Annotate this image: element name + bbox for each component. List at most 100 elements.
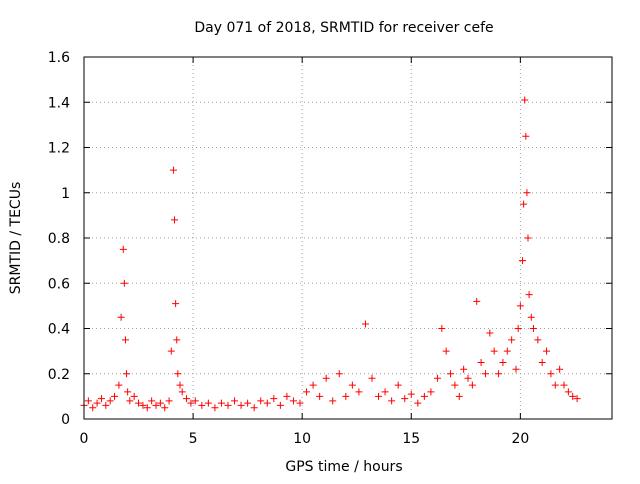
data-point [521, 96, 529, 104]
data-point [191, 397, 199, 405]
data-point [538, 358, 546, 366]
data-point [224, 401, 232, 409]
data-point [250, 404, 258, 412]
y-tick-label: 1.6 [48, 50, 70, 66]
grid-lines [84, 57, 612, 419]
data-point [217, 399, 225, 407]
data-point [124, 388, 132, 396]
data-point [477, 358, 485, 366]
data-point [420, 392, 428, 400]
data-point [464, 374, 472, 382]
data-point [522, 132, 530, 140]
chart-title: Day 071 of 2018, SRMTID for receiver cef… [194, 20, 493, 36]
data-point [503, 347, 511, 355]
data-point [547, 370, 555, 378]
data-point [414, 399, 422, 407]
data-point [447, 370, 455, 378]
data-point [514, 325, 522, 332]
data-point [486, 329, 494, 337]
data-point [183, 395, 191, 403]
data-point [121, 336, 129, 344]
data-point [148, 397, 156, 405]
data-point [381, 388, 389, 396]
x-tick-label: 10 [293, 431, 311, 447]
data-point [106, 397, 114, 405]
data-point [176, 381, 184, 389]
data-point [442, 347, 450, 355]
tick-labels: 0 5 10 15 20 0 0.2 0.4 0.6 0.8 1 1.2 1.4 1.6 [48, 50, 530, 447]
data-point [130, 392, 138, 400]
data-point [527, 313, 535, 321]
data-point [468, 381, 476, 389]
data-point [335, 370, 343, 378]
data-point [481, 370, 489, 378]
data-point [89, 404, 97, 412]
data-point [97, 395, 105, 403]
y-tick-label: 0.6 [48, 276, 70, 292]
data-point [161, 404, 169, 412]
data-point [169, 166, 177, 174]
data-point [495, 370, 503, 378]
y-tick-label: 0.2 [48, 367, 70, 383]
data-point [560, 381, 568, 389]
data-point [394, 381, 402, 389]
data-point [152, 401, 160, 409]
data-point [244, 399, 252, 407]
data-point [296, 399, 304, 407]
data-point [348, 381, 356, 389]
data-point [433, 374, 441, 382]
x-tick-label: 0 [80, 431, 89, 447]
data-point [117, 313, 125, 321]
x-axis-label: GPS time / hours [285, 459, 402, 475]
data-point [551, 381, 559, 389]
data-point [84, 397, 92, 405]
data-point [316, 392, 324, 400]
data-point [187, 399, 195, 407]
data-point [111, 392, 119, 400]
data-point [516, 302, 524, 310]
data-point [198, 401, 206, 409]
data-point [303, 388, 311, 396]
data-point [508, 336, 516, 344]
data-point [143, 404, 151, 412]
data-point [564, 388, 572, 396]
data-point [519, 257, 527, 265]
data-point [322, 374, 330, 382]
data-point [355, 388, 363, 396]
data-point [569, 392, 577, 400]
data-point [257, 397, 265, 405]
data-point [523, 189, 531, 197]
data-point [115, 381, 123, 389]
data-point [529, 325, 537, 332]
data-point [309, 381, 317, 389]
plot-frame [83, 56, 613, 420]
x-tick-label: 5 [189, 431, 198, 447]
data-point [178, 388, 186, 396]
data-point [120, 279, 128, 287]
data-point [204, 399, 212, 407]
data-point [401, 395, 409, 403]
data-point [171, 216, 179, 224]
data-point [102, 401, 110, 409]
x-tick-label: 20 [511, 431, 529, 447]
data-point [524, 234, 532, 242]
data-point [512, 365, 520, 373]
data-point [499, 358, 507, 366]
data-point [139, 401, 147, 409]
data-point [407, 390, 415, 398]
x-tick-label: 15 [402, 431, 420, 447]
data-point [237, 401, 245, 409]
data-point [119, 245, 127, 253]
data-point [231, 397, 239, 405]
data-point [126, 397, 134, 405]
data-point [534, 336, 542, 344]
data-point [173, 336, 181, 344]
data-point [276, 401, 284, 409]
data-point [283, 392, 291, 400]
data-point [525, 291, 533, 299]
data-point [174, 370, 182, 378]
data-points [80, 96, 581, 412]
data-point [289, 397, 297, 405]
data-point [451, 381, 459, 389]
